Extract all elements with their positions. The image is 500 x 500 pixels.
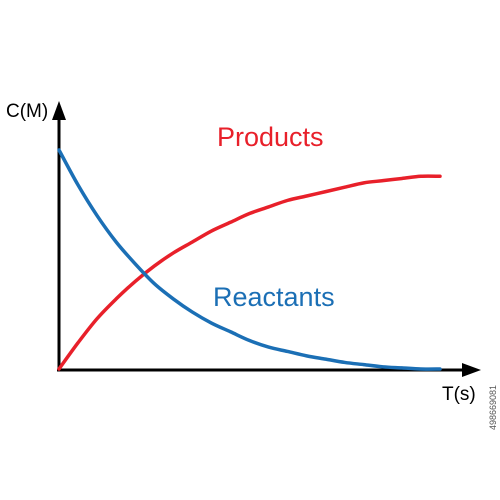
series-layer	[57, 148, 442, 371]
series-label-reactants: Reactants	[213, 282, 335, 312]
x-axis-arrow-icon	[462, 363, 481, 377]
series-label-products: Products	[217, 122, 324, 152]
series-line-products	[57, 174, 442, 371]
y-axis-label: C(M)	[6, 101, 48, 122]
y-axis-arrow-icon	[52, 101, 66, 120]
series-line-reactants	[57, 148, 442, 371]
x-axis-label: T(s)	[442, 384, 476, 405]
stock-id-text: 498669081	[488, 385, 498, 430]
